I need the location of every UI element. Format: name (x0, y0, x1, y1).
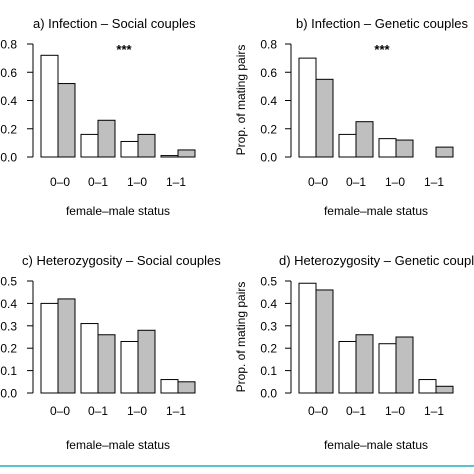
bar-grey-1 (315, 78, 334, 158)
bar-white-1 (40, 302, 59, 394)
x-category-label: 0–1 (88, 404, 108, 418)
bar-grey-4 (435, 146, 454, 158)
bar-white-2 (338, 133, 357, 158)
x-category-label: 0–1 (88, 175, 108, 189)
y-tick-label: 0.0 (260, 387, 277, 401)
y-axis-label: Prop. of mating pairs (234, 45, 248, 156)
bar-grey-2 (355, 121, 374, 158)
y-axis-label: Prop. of mating pairs (234, 282, 248, 393)
bar-white-2 (338, 340, 357, 394)
x-category-label: 1–0 (385, 175, 405, 189)
y-tick-label: 0.4 (0, 297, 17, 311)
y-tick-label: 0.8 (260, 38, 277, 52)
significance-annotation: *** (116, 42, 132, 57)
x-axis-label: female–male status (324, 204, 428, 218)
x-axis-label: female–male status (324, 438, 428, 452)
x-category-label: 0–1 (346, 175, 366, 189)
bar-grey-4 (177, 149, 196, 158)
x-category-label: 0–0 (50, 175, 70, 189)
bar-grey-1 (57, 83, 76, 158)
y-tick-label: 0.4 (0, 94, 17, 108)
y-tick-label: 0.2 (260, 342, 277, 356)
y-tick-label: 0.6 (260, 66, 277, 80)
chart-panel-b: b) Infection – Genetic couples 0.0 0.2 0.4 0… (234, 16, 468, 218)
x-category-label: 1–1 (424, 404, 444, 418)
x-category-label: 1–1 (166, 404, 186, 418)
bar-grey-2 (97, 119, 116, 158)
bottom-rule (0, 465, 474, 467)
x-axis-label: female–male status (66, 204, 170, 218)
x-category-label: 1–0 (385, 404, 405, 418)
x-category-label: 0–0 (50, 404, 70, 418)
bar-grey-2 (97, 334, 116, 394)
y-tick-label: 0.5 (260, 275, 277, 289)
y-tick-label: 0.8 (0, 38, 17, 52)
panel-title: b) Infection – Genetic couples (296, 16, 468, 31)
bar-grey-3 (137, 133, 156, 158)
bar-grey-4 (435, 385, 454, 394)
x-axis-label: female–male status (66, 438, 170, 452)
chart-panel-c: c) Heterozygosity – Social couples 0.0 0.1… (0, 253, 221, 452)
y-tick-label: 0.2 (260, 122, 277, 136)
x-category-label: 0–1 (346, 404, 366, 418)
bar-white-3 (120, 340, 139, 394)
panel-title: c) Heterozygosity – Social couples (22, 253, 221, 268)
x-category-label: 1–1 (424, 175, 444, 189)
bar-white-1 (298, 57, 317, 158)
y-tick-label: 0.2 (0, 342, 17, 356)
bar-white-2 (80, 133, 99, 158)
x-category-label: 1–0 (127, 404, 147, 418)
bar-white-3 (378, 343, 397, 394)
y-tick-label: 0.6 (0, 66, 17, 80)
x-category-label: 0–0 (308, 404, 328, 418)
significance-annotation: *** (374, 42, 390, 57)
bar-white-3 (378, 138, 397, 158)
bar-grey-1 (315, 289, 334, 394)
y-tick-label: 0.3 (0, 319, 17, 333)
bar-grey-3 (395, 336, 414, 394)
panel-title: d) Heterozygosity – Genetic coupl (279, 253, 474, 268)
x-category-label: 1–1 (166, 175, 186, 189)
bar-white-4 (160, 155, 179, 158)
bar-white-3 (120, 140, 139, 158)
bar-white-2 (80, 323, 99, 394)
y-tick-label: 0.4 (260, 297, 277, 311)
chart-panel-d: d) Heterozygosity – Genetic coupl 0.0 0.1 0… (234, 253, 474, 452)
y-tick-label: 0.0 (260, 151, 277, 165)
x-category-label: 1–0 (127, 175, 147, 189)
x-category-label: 0–0 (308, 175, 328, 189)
y-tick-label: 0.0 (0, 387, 17, 401)
bar-grey-3 (395, 139, 414, 158)
chart-panel-a: a) Infection – Social couples 0.0 0.2 0.4 0.… (0, 16, 196, 218)
bar-white-4 (418, 379, 437, 394)
y-tick-label: 0.0 (0, 151, 17, 165)
y-tick-label: 0.5 (0, 275, 17, 289)
panel-title: a) Infection – Social couples (33, 16, 196, 31)
y-tick-label: 0.1 (260, 364, 277, 378)
y-tick-label: 0.3 (260, 319, 277, 333)
bar-grey-2 (355, 334, 374, 394)
bar-grey-4 (177, 381, 196, 394)
bar-white-4 (160, 379, 179, 394)
y-tick-label: 0.2 (0, 122, 17, 136)
y-tick-label: 0.4 (260, 94, 277, 108)
bar-grey-3 (137, 329, 156, 394)
bar-grey-1 (57, 298, 76, 394)
bar-white-1 (40, 54, 59, 158)
bar-white-1 (298, 282, 317, 394)
y-tick-label: 0.1 (0, 364, 17, 378)
